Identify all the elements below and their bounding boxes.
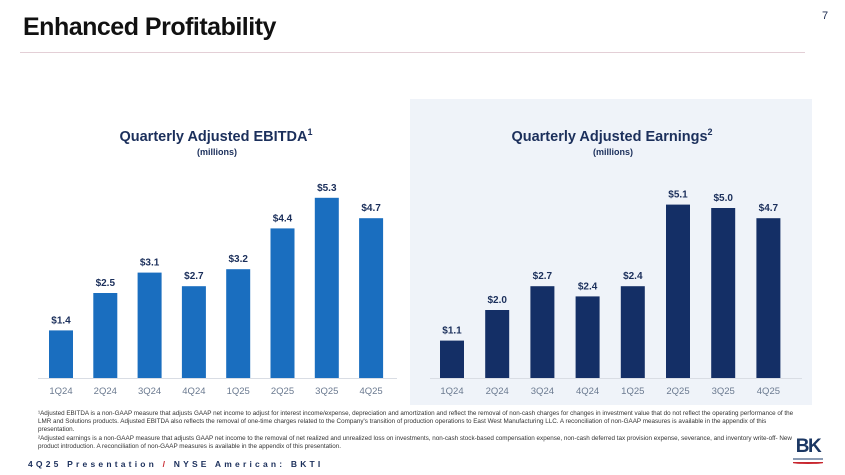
ebitda-data-label-4Q25: $4.7 [361, 203, 381, 214]
earnings-bar-3Q24 [530, 286, 555, 378]
footer: 4Q25 Presentation / NYSE American: BKTI [28, 459, 324, 469]
earnings-x-tick-2Q24: 2Q24 [486, 386, 509, 397]
ebitda-bar-3Q25 [314, 197, 339, 378]
ebitda-data-label-4Q24: $2.7 [184, 271, 204, 282]
ebitda-chart-subtitle: (millions) [197, 147, 237, 157]
earnings-bar-4Q24 [575, 296, 600, 378]
ebitda-data-label-2Q24: $2.5 [96, 278, 116, 289]
ebitda-x-tick-4Q24: 4Q24 [182, 386, 205, 397]
earnings-x-tick-3Q24: 3Q24 [531, 386, 554, 397]
ebitda-data-label-1Q24: $1.4 [51, 315, 71, 326]
logo-tagline [793, 458, 823, 460]
ebitda-chart-title-text: Quarterly Adjusted EBITDA [119, 128, 308, 145]
footer-separator: / [162, 459, 169, 469]
ebitda-bar-1Q24 [49, 330, 73, 378]
earnings-bar-1Q24 [440, 340, 464, 378]
earnings-data-label-3Q24: $2.7 [533, 271, 553, 282]
ebitda-bar-3Q24 [137, 272, 162, 378]
earnings-x-tick-1Q24: 1Q24 [440, 386, 463, 397]
bk-technologies-logo: BK [790, 437, 826, 467]
earnings-data-label-1Q24: $1.1 [442, 326, 462, 337]
logo-text: BK [795, 436, 822, 457]
ebitda-bar-4Q25 [359, 218, 384, 378]
footnotes: ¹Adjusted EBITDA is a non-GAAP measure t… [38, 410, 798, 451]
ebitda-footnote-ref: 1 [307, 127, 313, 137]
ebitda-x-tick-1Q25: 1Q25 [227, 386, 250, 397]
earnings-chart-title: Quarterly Adjusted Earnings2 [462, 127, 762, 145]
ebitda-x-tick-3Q24: 3Q24 [138, 386, 161, 397]
ebitda-x-tick-1Q24: 1Q24 [49, 386, 72, 397]
earnings-data-label-1Q25: $2.4 [623, 271, 643, 282]
earnings-chart-subtitle: (millions) [593, 147, 633, 157]
earnings-x-tick-4Q24: 4Q24 [576, 386, 599, 397]
ebitda-x-tick-4Q25: 4Q25 [359, 386, 382, 397]
ebitda-bar-2Q24 [93, 293, 118, 378]
ebitda-data-label-1Q25: $3.2 [228, 254, 248, 265]
ebitda-data-label-3Q24: $3.1 [140, 258, 160, 269]
earnings-data-label-3Q25: $5.0 [713, 193, 733, 204]
earnings-data-label-4Q24: $2.4 [578, 281, 598, 292]
earnings-data-label-2Q24: $2.0 [487, 295, 507, 306]
title-divider [20, 52, 805, 53]
page-number: 7 [822, 10, 829, 22]
ebitda-bar-2Q25 [270, 228, 295, 378]
footer-presentation: 4Q25 Presentation [28, 459, 158, 469]
footnote-earnings: ²Adjusted earnings is a non-GAAP measure… [38, 434, 792, 450]
earnings-data-label-2Q25: $5.1 [668, 190, 688, 201]
ebitda-data-label-3Q25: $5.3 [317, 183, 337, 194]
earnings-bar-3Q25 [711, 208, 736, 378]
ebitda-bar-4Q24 [181, 286, 206, 378]
earnings-bar-2Q25 [666, 204, 690, 378]
ebitda-x-tick-3Q25: 3Q25 [315, 386, 338, 397]
earnings-bar-4Q25 [756, 218, 781, 378]
ebitda-data-label-2Q25: $4.4 [273, 213, 293, 224]
ebitda-x-tick-2Q24: 2Q24 [94, 386, 117, 397]
ebitda-x-tick-2Q25: 2Q25 [271, 386, 294, 397]
ebitda-chart-title: Quarterly Adjusted EBITDA1 [66, 127, 366, 145]
footnote-ebitda: ¹Adjusted EBITDA is a non-GAAP measure t… [38, 410, 794, 434]
ebitda-bar-1Q25 [226, 269, 251, 378]
earnings-x-tick-2Q25: 2Q25 [666, 386, 689, 397]
earnings-bar-1Q25 [620, 286, 645, 378]
logo-swoosh [793, 462, 823, 464]
earnings-x-tick-3Q25: 3Q25 [712, 386, 735, 397]
earnings-x-tick-4Q25: 4Q25 [757, 386, 780, 397]
earnings-chart-panel [410, 99, 812, 405]
earnings-x-tick-1Q25: 1Q25 [621, 386, 644, 397]
page-title: Enhanced Profitability [23, 13, 276, 41]
earnings-bar-2Q24 [485, 310, 510, 378]
earnings-data-label-4Q25: $4.7 [759, 203, 779, 214]
footer-ticker: NYSE American: BKTI [173, 459, 324, 469]
earnings-chart-title-text: Quarterly Adjusted Earnings [511, 128, 708, 145]
earnings-footnote-ref: 2 [707, 127, 713, 137]
